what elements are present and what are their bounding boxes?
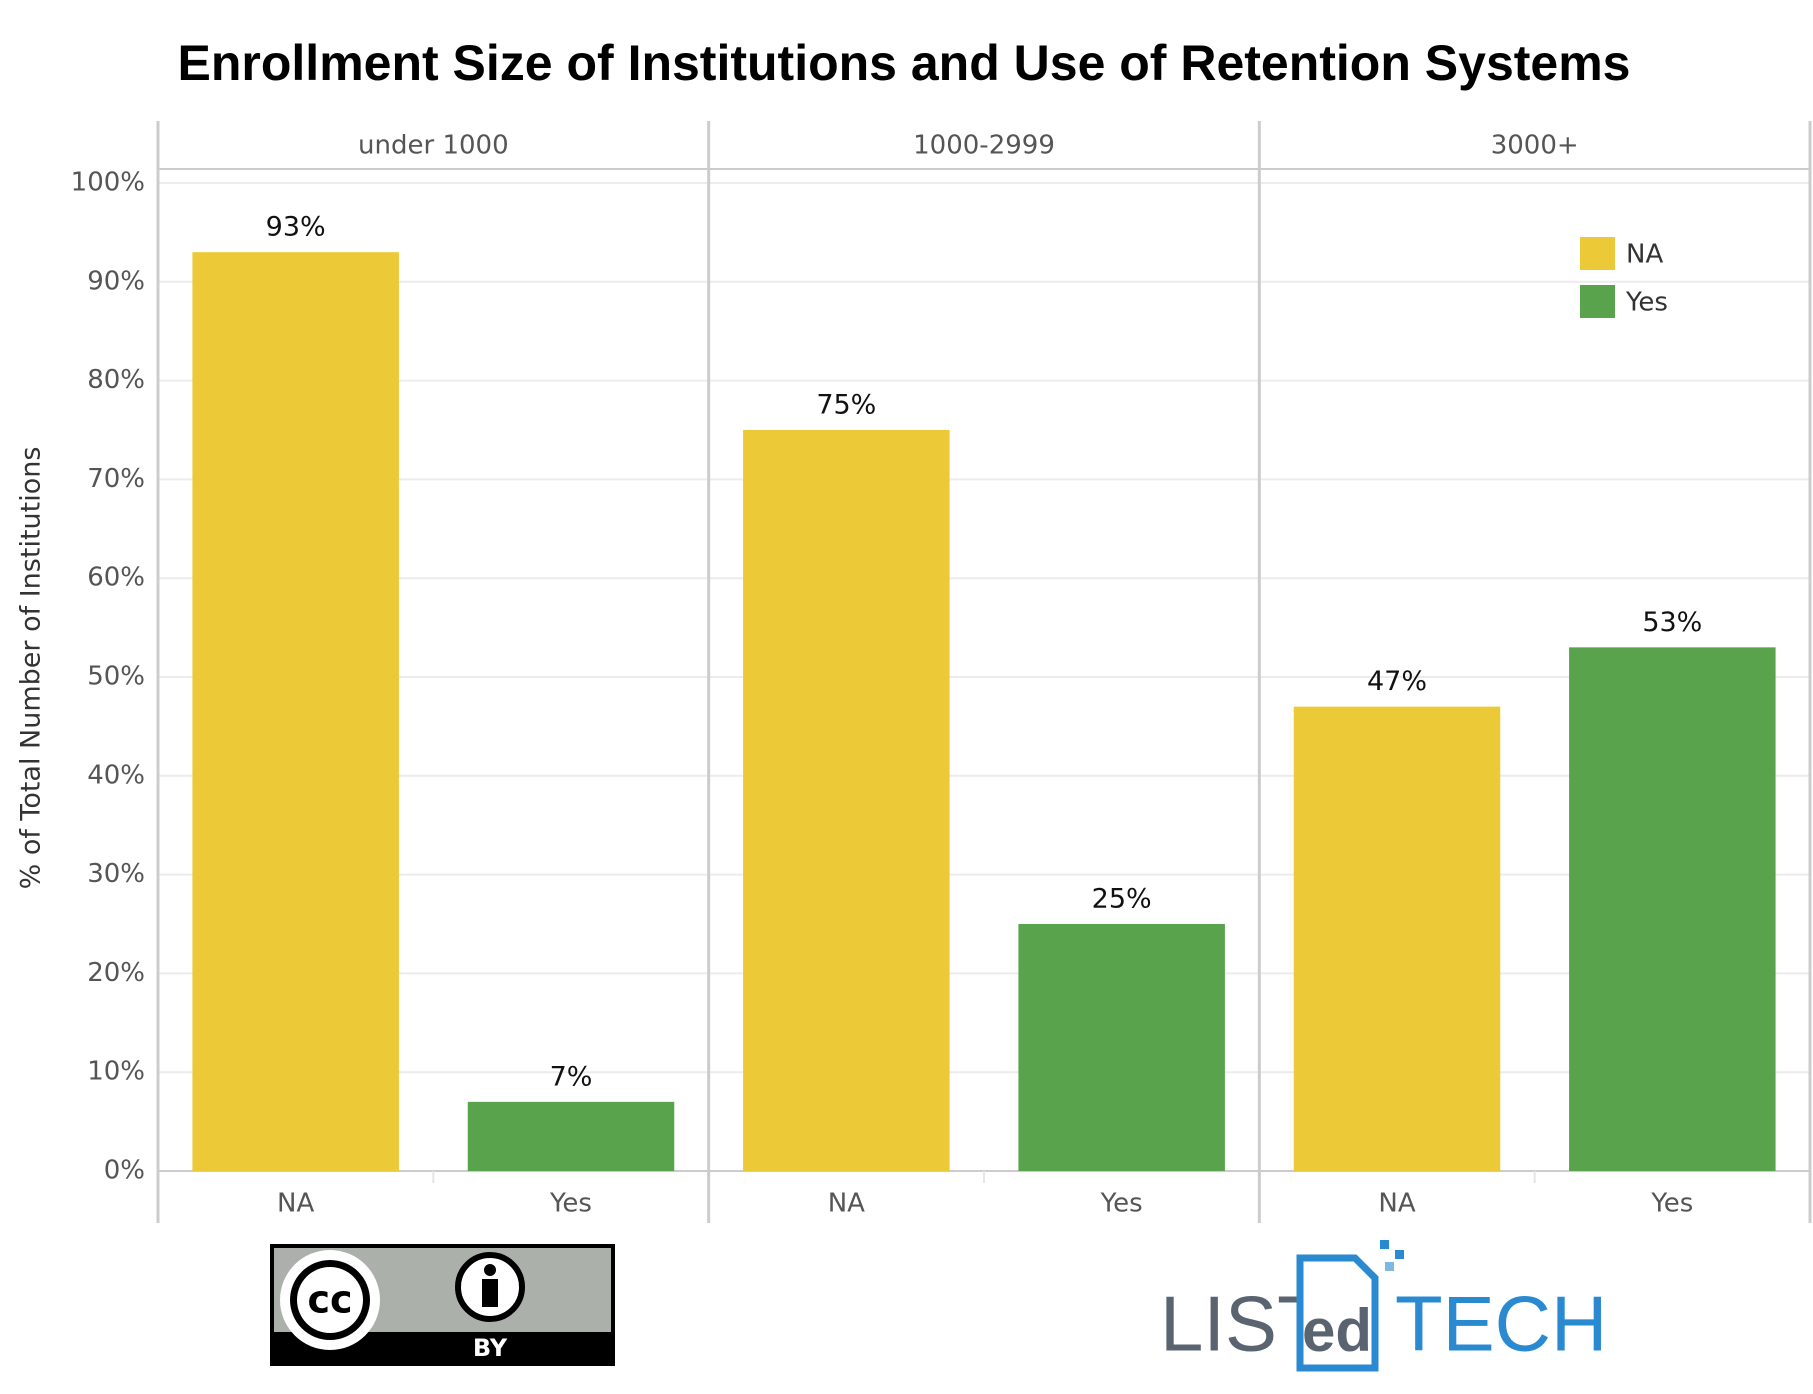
x-tick-label: NA — [828, 1189, 865, 1219]
x-tick-label: NA — [277, 1189, 314, 1219]
facet-label: 3000+ — [1491, 131, 1579, 161]
y-tick-label: 70% — [87, 464, 145, 494]
legend-swatch — [1580, 237, 1615, 270]
cc-by: BY — [473, 1334, 508, 1362]
value-label: 47% — [1367, 666, 1427, 697]
x-tick-label: NA — [1378, 1189, 1415, 1219]
bar — [1018, 924, 1225, 1171]
value-label: 25% — [1092, 884, 1152, 915]
y-tick-label: 10% — [87, 1057, 145, 1087]
cc-logo: cc BY — [270, 1244, 615, 1366]
x-tick-label: Yes — [1650, 1189, 1693, 1219]
y-tick-label: 90% — [87, 266, 145, 296]
y-tick-label: 30% — [87, 859, 145, 889]
x-tick-label: Yes — [1100, 1189, 1143, 1219]
legend-label: NA — [1626, 240, 1663, 270]
y-tick-label: 50% — [87, 662, 145, 692]
logo-tech: TECH — [1395, 1280, 1607, 1368]
y-tick-label: 100% — [71, 168, 145, 198]
bar — [1293, 706, 1501, 1171]
bar — [743, 430, 950, 1171]
bar — [192, 252, 399, 1171]
facet-label: 1000-2999 — [913, 131, 1055, 161]
legend-label: Yes — [1625, 288, 1668, 318]
legend-swatch — [1580, 285, 1615, 318]
listedtech-logo: LIST ed TECH — [1160, 1240, 1607, 1372]
y-tick-label: 40% — [87, 760, 145, 790]
y-tick-label: 80% — [87, 365, 145, 395]
value-label: 75% — [816, 390, 876, 421]
x-tick-label: Yes — [549, 1189, 592, 1219]
y-tick-label: 0% — [104, 1156, 145, 1186]
bar — [1569, 647, 1776, 1171]
value-label: 53% — [1642, 607, 1702, 638]
chart-title: Enrollment Size of Institutions and Use … — [178, 35, 1631, 91]
y-axis-label: % of Total Number of Institutions — [16, 447, 47, 890]
y-tick-label: 60% — [87, 563, 145, 593]
bar — [467, 1101, 675, 1171]
value-label: 93% — [266, 212, 326, 243]
cc-mark: cc — [307, 1278, 352, 1322]
value-label: 7% — [550, 1061, 593, 1092]
y-tick-label: 20% — [87, 958, 145, 988]
logo-ed: ed — [1302, 1297, 1372, 1364]
facet-label: under 1000 — [358, 131, 509, 161]
